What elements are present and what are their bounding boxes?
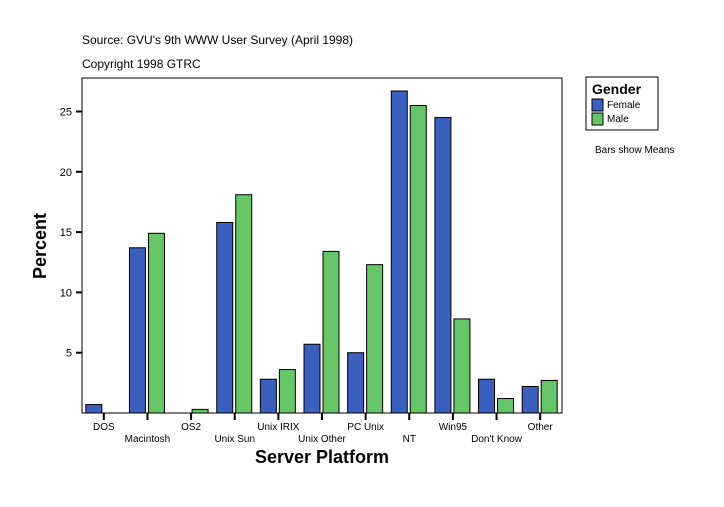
bar-female bbox=[128, 247, 146, 414]
bar-male bbox=[366, 264, 384, 414]
y-tick-label: 5 bbox=[66, 348, 72, 360]
y-tick-label: 20 bbox=[60, 167, 72, 179]
chart-title: Source: GVU's 9th WWW User Survey (April… bbox=[82, 33, 353, 47]
chart-note: Bars show Means bbox=[595, 145, 674, 156]
legend-title: Gender bbox=[592, 81, 642, 97]
chart-subtitle: Copyright 1998 GTRC bbox=[82, 57, 201, 71]
x-tick-label: Other bbox=[528, 422, 554, 433]
bar-female bbox=[303, 343, 321, 414]
bar-male bbox=[409, 104, 427, 414]
bar-female bbox=[434, 117, 452, 414]
legend-swatch-female bbox=[591, 98, 604, 112]
bar-male bbox=[147, 232, 165, 414]
bar-female bbox=[347, 352, 365, 414]
bar-male bbox=[453, 318, 471, 414]
x-tick-label: Win95 bbox=[439, 422, 468, 433]
legend: Gender Female Male bbox=[585, 76, 659, 131]
bar-female bbox=[259, 378, 277, 414]
legend-label-male: Male bbox=[607, 114, 629, 125]
bar-male bbox=[540, 379, 558, 414]
bar-female bbox=[390, 90, 408, 414]
x-tick-label: Unix Sun bbox=[214, 434, 255, 445]
x-tick-label: Unix IRIX bbox=[257, 422, 300, 433]
bar-female bbox=[478, 378, 496, 414]
bar-female bbox=[521, 385, 539, 414]
y-tick-label: 10 bbox=[60, 287, 72, 299]
bar-female bbox=[85, 404, 103, 414]
x-tick-label: NT bbox=[403, 434, 416, 445]
x-tick-label: PC Unix bbox=[347, 422, 384, 433]
bar-male bbox=[278, 369, 296, 414]
bar-male bbox=[191, 408, 209, 414]
bar-male bbox=[497, 398, 515, 414]
x-tick-label: Macintosh bbox=[125, 434, 171, 445]
bar-male bbox=[235, 194, 253, 414]
y-tick-label: 15 bbox=[60, 227, 72, 239]
x-tick-label: OS2 bbox=[181, 422, 201, 433]
legend-swatch-male bbox=[591, 112, 604, 126]
bar-male bbox=[322, 250, 340, 414]
x-axis-label: Server Platform bbox=[255, 447, 389, 467]
x-tick-label: DOS bbox=[93, 422, 115, 433]
x-tick-label: Don't Know bbox=[471, 434, 523, 445]
y-tick-label: 25 bbox=[60, 107, 72, 119]
x-tick-label: Unix Other bbox=[298, 434, 346, 445]
legend-label-female: Female bbox=[607, 100, 641, 111]
bar-female bbox=[216, 221, 234, 414]
y-axis-label: Percent bbox=[30, 213, 50, 279]
